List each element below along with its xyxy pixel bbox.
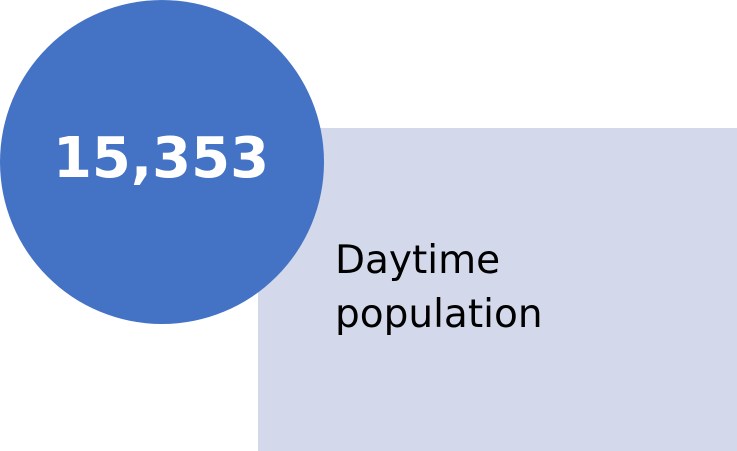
label-box: Daytime population	[258, 128, 737, 451]
stat-label: Daytime population	[335, 234, 635, 342]
stat-label-line2: population	[335, 292, 543, 337]
stat-label-line1: Daytime	[335, 238, 501, 283]
stat-value: 15,353	[52, 125, 270, 191]
value-circle: 15,353	[0, 0, 324, 324]
